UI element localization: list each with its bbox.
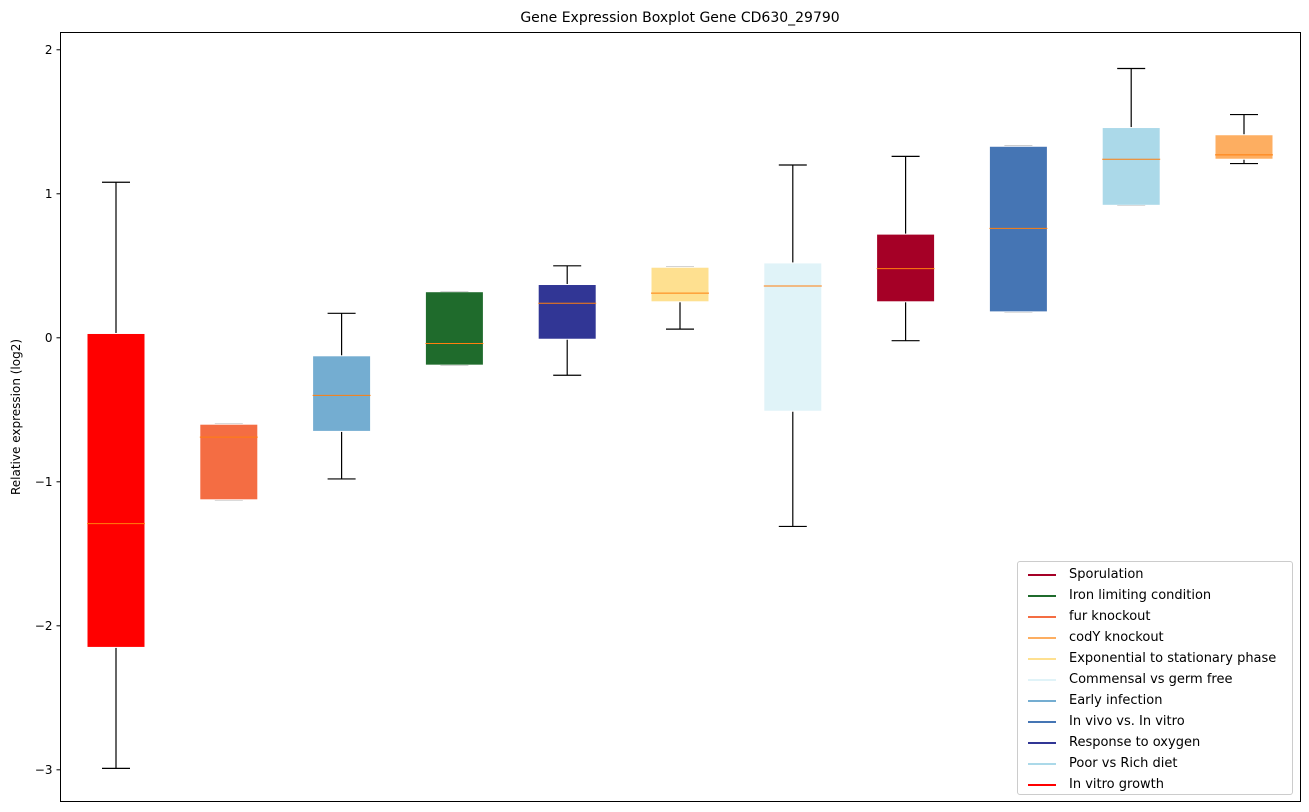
legend-label: Sporulation xyxy=(1069,567,1144,582)
legend-item: Iron limiting condition xyxy=(1018,585,1292,606)
y-tick-label: 2 xyxy=(45,43,53,57)
y-tick-label: −1 xyxy=(35,475,53,489)
box-body xyxy=(1101,127,1161,206)
box-poor-vs-rich-diet xyxy=(1101,67,1161,206)
legend-item: Response to oxygen xyxy=(1018,732,1292,753)
box-body xyxy=(312,355,372,432)
box-commensal-vs-germ-free xyxy=(763,164,823,528)
box-body xyxy=(763,262,823,412)
legend-label: Iron limiting condition xyxy=(1069,588,1212,603)
chart-title: Gene Expression Boxplot Gene CD630_29790 xyxy=(520,10,839,26)
box-fur-knockout xyxy=(199,423,259,501)
box-cody-knockout xyxy=(1214,113,1274,165)
box-exponential-to-stationary-phase xyxy=(650,266,710,330)
legend-swatch xyxy=(1028,615,1056,618)
legend-swatch xyxy=(1028,573,1056,576)
box-iron-limiting-condition xyxy=(424,291,484,366)
y-tick-label: −3 xyxy=(35,763,53,777)
legend-label: Poor vs Rich diet xyxy=(1069,756,1178,771)
legend-item: Early infection xyxy=(1018,690,1292,711)
box-early-infection xyxy=(312,312,372,480)
legend-item: Poor vs Rich diet xyxy=(1018,753,1292,774)
box-body xyxy=(424,291,484,366)
y-tick-label: −2 xyxy=(35,619,53,633)
box-body xyxy=(876,233,936,303)
legend-item: Exponential to stationary phase xyxy=(1018,648,1292,669)
legend-swatch xyxy=(1028,678,1056,681)
legend-item: codY knockout xyxy=(1018,627,1292,648)
legend: Sporulation Iron limiting condition fur kn… xyxy=(1017,561,1293,795)
legend-swatch xyxy=(1028,762,1056,765)
legend-label: fur knockout xyxy=(1069,609,1151,624)
y-axis-label: Relative expression (log2) xyxy=(9,339,23,495)
y-tick-label: 0 xyxy=(45,331,53,345)
legend-swatch xyxy=(1028,783,1056,786)
legend-item: fur knockout xyxy=(1018,606,1292,627)
legend-swatch xyxy=(1028,720,1056,723)
box-body xyxy=(988,145,1048,313)
legend-label: Early infection xyxy=(1069,693,1163,708)
legend-label: Exponential to stationary phase xyxy=(1069,651,1277,666)
legend-item: In vivo vs. In vitro xyxy=(1018,711,1292,732)
box-body xyxy=(537,284,597,340)
legend-swatch xyxy=(1028,657,1056,660)
box-in-vitro-growth xyxy=(86,181,146,769)
y-tick-label: 1 xyxy=(45,187,53,201)
legend-swatch xyxy=(1028,741,1056,744)
legend-label: Commensal vs germ free xyxy=(1069,672,1233,687)
box-body xyxy=(199,423,259,501)
legend-swatch xyxy=(1028,594,1056,597)
box-body xyxy=(650,266,710,303)
legend-swatch xyxy=(1028,636,1056,639)
legend-label: Response to oxygen xyxy=(1069,735,1201,750)
box-response-to-oxygen xyxy=(537,265,597,376)
box-body xyxy=(86,332,146,648)
legend-item: Commensal vs germ free xyxy=(1018,669,1292,690)
box-body xyxy=(1214,134,1274,160)
legend-label: In vivo vs. In vitro xyxy=(1069,714,1185,729)
legend-label: In vitro growth xyxy=(1069,777,1164,792)
plot-frame xyxy=(60,32,1301,802)
legend-item: In vitro growth xyxy=(1018,774,1292,795)
legend-label: codY knockout xyxy=(1069,630,1164,645)
box-sporulation xyxy=(876,155,936,342)
legend-swatch xyxy=(1028,699,1056,702)
box-in-vivo-vs-in-vitro xyxy=(988,145,1048,313)
legend-item: Sporulation xyxy=(1018,564,1292,585)
